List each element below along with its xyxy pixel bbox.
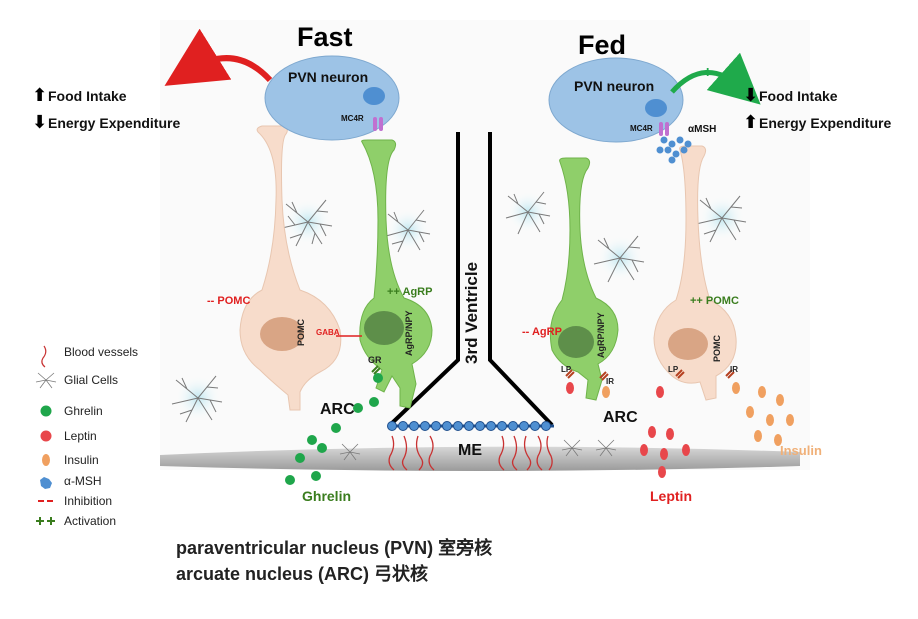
amsh-molecules — [656, 136, 692, 164]
fast-agrp-status: ++ AgRP — [387, 286, 433, 298]
legend-activation: Activation — [64, 514, 117, 528]
fed-agrp-status: -- AgRP — [522, 326, 562, 338]
up-arrow-icon: ⬆ — [32, 85, 48, 105]
fed-pvn-neuron — [548, 57, 684, 143]
fed-effect-food-intake: ⬇Food Intake — [743, 85, 838, 105]
fed-mc4r-label: MC4R — [630, 124, 653, 133]
median-eminence-floor — [160, 446, 800, 471]
fed-activation-arrow — [670, 52, 761, 105]
fast-mc4r-label: MC4R — [341, 114, 364, 123]
fast-gaba-label: GABA — [316, 328, 340, 337]
fed-pvn-label: PVN neuron — [574, 78, 655, 94]
ventricle-label: 3rd Ventricle — [462, 261, 481, 364]
legend-icons — [35, 345, 57, 525]
fed-lp-label-agrp: LP — [561, 365, 572, 374]
legend-ghrelin: Ghrelin — [64, 404, 103, 418]
fast-agrp-neuron — [359, 139, 433, 409]
fast-effect-food-intake: ⬆Food Intake — [32, 85, 127, 105]
fast-ghrelin-label: Ghrelin — [302, 488, 352, 504]
fast-pvn-label: PVN neuron — [288, 69, 369, 85]
leptin-particles — [566, 382, 690, 478]
fast-pomc-neuron — [239, 125, 342, 411]
legend-insulin: Insulin — [64, 453, 99, 467]
fed-ir-label-pomc: IR — [730, 365, 738, 374]
glial-cells — [171, 190, 747, 461]
fast-gr-label: GR — [368, 355, 382, 365]
fast-agrp-cell-label: AgRP/NPY — [404, 310, 414, 356]
fast-pvn-neuron — [264, 55, 400, 141]
fed-leptin-label: Leptin — [650, 488, 692, 504]
fed-pomc-status: ++ POMC — [690, 295, 739, 307]
blood-vessels — [388, 435, 553, 471]
fed-insulin-label: Insulin — [780, 443, 822, 458]
fed-title: Fed — [578, 30, 627, 60]
fast-pomc-status: -- POMC — [207, 295, 251, 307]
fed-agrp-cell-label: AgRP/NPY — [596, 312, 606, 358]
fed-effect-energy-expenditure: ⬆Energy Expenditure — [743, 112, 892, 132]
legend-blood-vessels: Blood vessels — [64, 345, 139, 359]
fed-receptors — [565, 369, 735, 381]
fed-agrp-neuron — [549, 157, 619, 401]
fed-activation-mark: + — [703, 64, 713, 81]
fed-pomc-neuron — [653, 145, 737, 401]
me-bead-line — [387, 421, 554, 431]
legend-leptin: Leptin — [64, 429, 97, 443]
fast-inhibition-arrow — [164, 28, 273, 86]
diagram-background — [160, 20, 810, 470]
fast-arc-label: ARC — [320, 401, 355, 418]
fed-arc-label: ARC — [603, 409, 638, 426]
legend-inhibition: Inhibition — [64, 494, 113, 508]
fast-effect-energy-expenditure: ⬇Energy Expenditure — [32, 112, 181, 132]
caption-arc: arcuate nucleus (ARC) 弓状核 — [176, 564, 429, 584]
gr-receptor — [371, 365, 381, 375]
caption-pvn: paraventricular nucleus (PVN) 室旁核 — [176, 538, 493, 558]
fast-pomc-cell-label: POMC — [296, 319, 306, 346]
me-label: ME — [458, 442, 482, 459]
down-arrow-icon: ⬇ — [743, 85, 759, 105]
fed-lp-label-pomc: LP — [668, 365, 679, 374]
fed-amsh-label: αMSH — [688, 124, 717, 135]
ghrelin-particles — [285, 373, 383, 485]
legend-glial-cells: Glial Cells — [64, 373, 119, 387]
fast-title: Fast — [297, 22, 353, 52]
fed-ir-label-agrp: IR — [606, 377, 614, 386]
fed-pomc-cell-label: POMC — [712, 335, 722, 362]
down-arrow-icon: ⬇ — [32, 112, 48, 132]
third-ventricle — [388, 132, 554, 427]
insulin-particles — [602, 382, 794, 446]
up-arrow-icon: ⬆ — [743, 112, 759, 132]
legend-amsh: α-MSH — [64, 474, 102, 488]
